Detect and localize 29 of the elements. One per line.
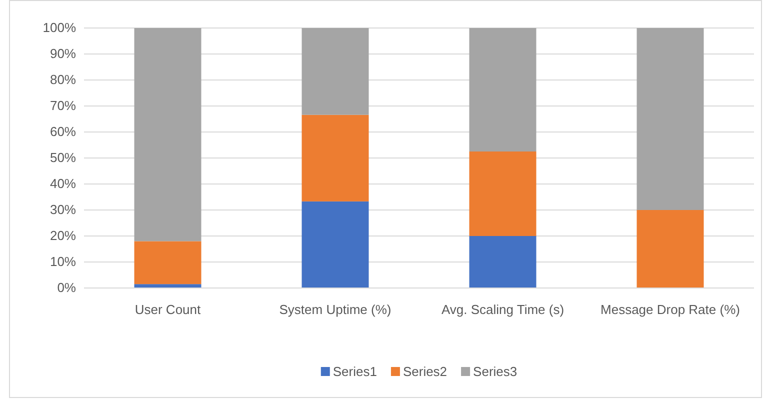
y-tick-label: 100% [42,20,76,36]
y-tick-label: 30% [50,202,76,218]
bar [134,241,202,284]
bar [134,28,202,242]
y-tick-label: 70% [50,98,76,114]
y-tick-label: 10% [50,254,76,270]
legend-label: Series1 [332,364,377,379]
y-tick-label: 80% [50,72,76,88]
y-tick-label: 90% [50,46,76,62]
bar [469,28,536,152]
y-tick-label: 60% [50,124,76,140]
y-tick-label: 50% [50,150,76,166]
bar [636,210,704,288]
x-tick-label: Avg. Scaling Time (s) [441,302,564,317]
legend-label: Series2 [402,364,448,379]
bar [302,28,369,115]
x-tick-label: User Count [134,302,202,317]
y-tick-label: 0% [57,280,76,296]
bar [469,152,536,236]
bar [636,28,704,210]
x-tick-label: System Uptime (%) [279,302,392,317]
y-tick-label: 40% [50,176,76,192]
bar [302,201,369,288]
bar [302,114,369,202]
x-tick-label: Message Drop Rate (%) [600,302,740,317]
bar [134,284,202,288]
legend-label: Series3 [473,364,518,379]
y-tick-label: 20% [50,228,76,244]
bar [469,236,536,288]
